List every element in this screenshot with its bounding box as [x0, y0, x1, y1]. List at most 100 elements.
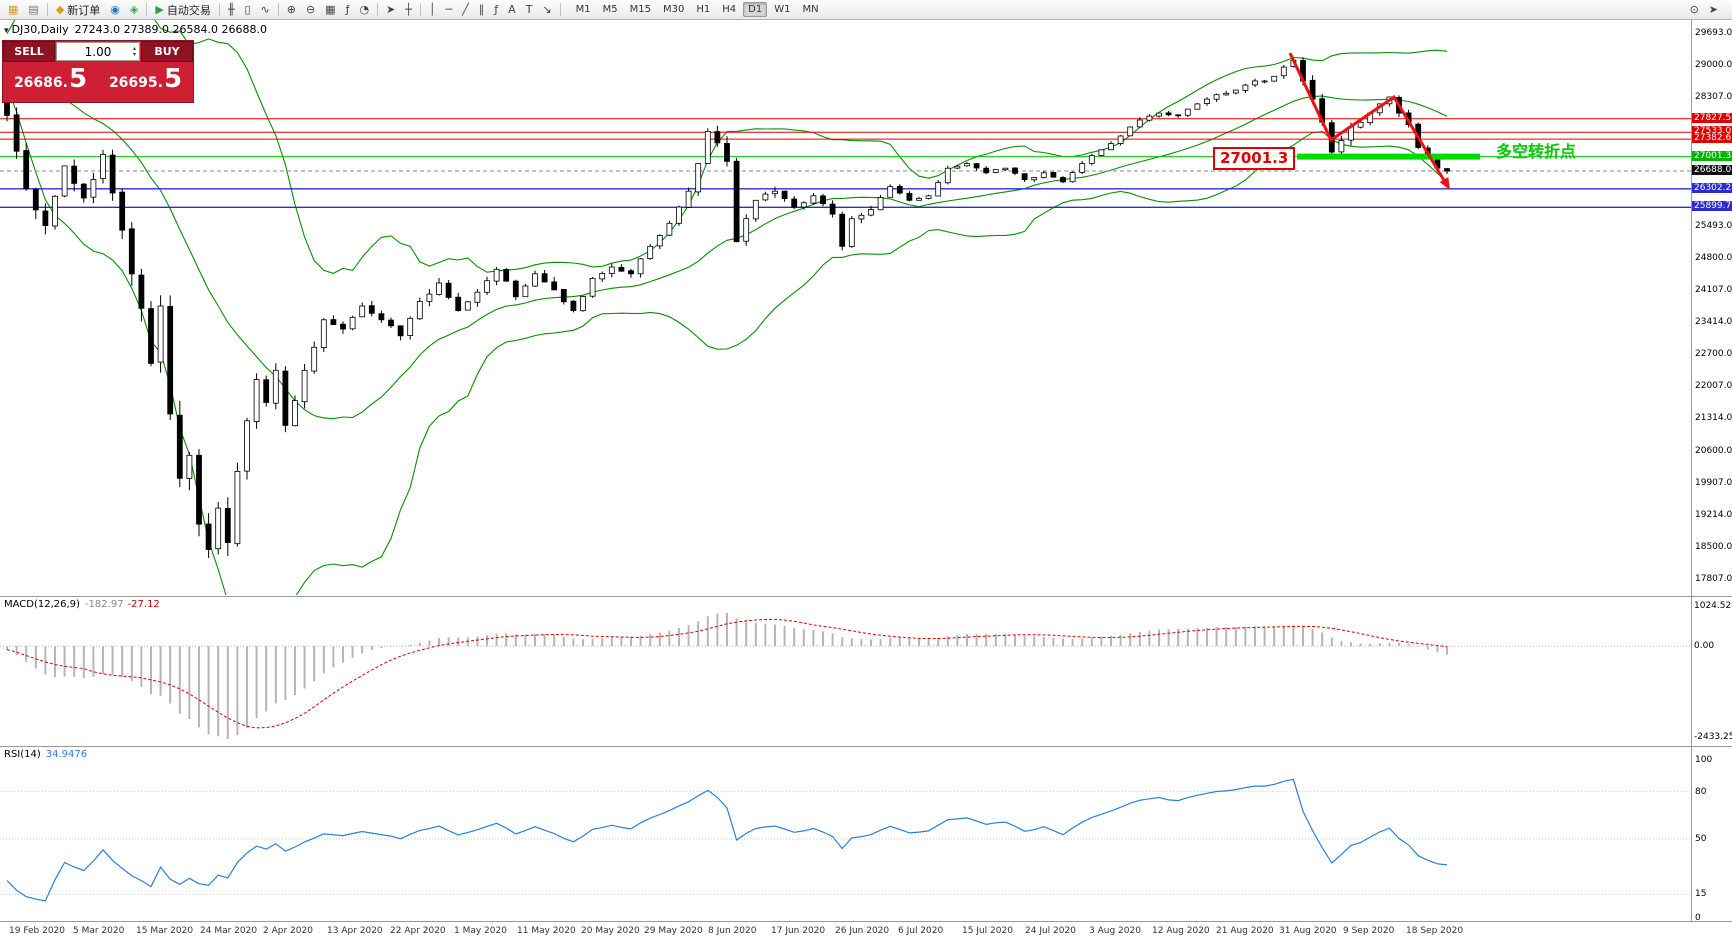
- macd-name: MACD(12,26,9): [4, 599, 80, 610]
- zoom-in-button[interactable]: ⊕: [283, 1, 300, 18]
- date-label: 3 Aug 2020: [1089, 926, 1141, 936]
- level-label-27827.5: 27827.5: [1692, 113, 1732, 123]
- buy-button[interactable]: BUY: [141, 41, 193, 62]
- trendline-tool-icon: ╱: [462, 3, 469, 16]
- date-label: 17 Jun 2020: [771, 926, 826, 936]
- buy-price[interactable]: 26695. 5: [98, 62, 193, 102]
- vertical-line-tool-icon: │: [428, 3, 436, 16]
- price-axis[interactable]: 29693.0 29000.0 28307.0 25493.0 24800.0 24107…: [1692, 20, 1732, 596]
- volume-up-button[interactable]: ▴: [132, 44, 136, 52]
- label-tool-button[interactable]: T: [522, 1, 537, 18]
- new-chart-button[interactable]: ▦: [4, 1, 22, 18]
- volume-down-button[interactable]: ▾: [132, 50, 136, 58]
- sell-button[interactable]: SELL: [3, 41, 55, 62]
- buy-price-main: 26695.: [108, 75, 163, 91]
- autotrading-button[interactable]: ▶ 自动交易: [151, 1, 214, 18]
- macd-chart: [0, 613, 1691, 739]
- level-label-27533.0: 27533.0: [1692, 126, 1732, 136]
- tile-windows-icon: ▦: [325, 3, 336, 16]
- trendline-tool-button[interactable]: ╱: [458, 1, 473, 18]
- price-tick: 24800.0: [1695, 253, 1732, 263]
- rsi-axis-label: 50: [1695, 834, 1707, 844]
- volume-value: 1.00: [84, 44, 112, 59]
- candlestick-chart-type-icon: ▯: [244, 3, 251, 16]
- date-label: 13 Apr 2020: [327, 926, 383, 936]
- price-tick: 19907.0: [1695, 478, 1732, 488]
- timeframe-button-d1[interactable]: D1: [743, 2, 768, 17]
- chart-symbol-header: ▾ DJ30,Daily 27243.0 27389.0 26584.0 26688…: [4, 23, 267, 36]
- rsi-pane[interactable]: RSI(14) 34.9476 100 80 50 15 0: [0, 747, 1732, 923]
- turning-point-note[interactable]: 多空转折点: [1496, 142, 1577, 161]
- date-label: 18 Sep 2020: [1406, 926, 1464, 936]
- date-label: 6 Jul 2020: [898, 926, 944, 936]
- timeframe-button-mn[interactable]: MN: [802, 4, 819, 15]
- date-label: 29 May 2020: [644, 926, 703, 936]
- volume-input[interactable]: 1.00 ▴ ▾: [56, 42, 140, 61]
- timeframe-button-m30[interactable]: M30: [663, 4, 685, 15]
- zoom-out-button[interactable]: ⊖: [302, 1, 319, 18]
- rsi-value: 34.9476: [45, 749, 88, 760]
- level-label-26688.0: 26688.0: [1692, 165, 1732, 175]
- quick-search-button[interactable]: ⊙: [1686, 1, 1703, 18]
- main-chart-pane[interactable]: ▾ DJ30,Daily 27243.0 27389.0 26584.0 26688…: [0, 20, 1732, 597]
- date-axis[interactable]: 19 Feb 2020 5 Mar 2020 15 Mar 2020 24 Mar 2…: [0, 922, 1732, 940]
- macd-axis-max: 1024.52: [1694, 601, 1732, 611]
- new-chart-icon: ▦: [8, 3, 19, 16]
- tile-windows-button[interactable]: ▦: [321, 1, 339, 18]
- new-order-button[interactable]: ◆ 新订单: [52, 1, 104, 18]
- date-label: 2 Apr 2020: [263, 926, 313, 936]
- trend-arrow[interactable]: [1288, 52, 1447, 183]
- market-button[interactable]: ◈: [126, 1, 142, 18]
- channel-tool-button[interactable]: ∥: [475, 1, 489, 18]
- one-click-collapse-icon[interactable]: ▾: [4, 26, 9, 36]
- fibonacci-tool-icon: ƒ: [494, 3, 499, 16]
- timeframe-button-h4[interactable]: H4: [722, 4, 737, 15]
- timeframe-button-m15[interactable]: M15: [629, 4, 651, 15]
- mql5-community-button[interactable]: ◉: [106, 1, 124, 18]
- chart-region: ▾ DJ30,Daily 27243.0 27389.0 26584.0 26688…: [0, 20, 1732, 940]
- arrows-tool-icon: ↘: [542, 3, 552, 16]
- axis-separator: [1691, 597, 1692, 746]
- timeframe-button-m5[interactable]: M5: [602, 4, 618, 15]
- timeframe-button-w1[interactable]: W1: [774, 4, 791, 15]
- sell-price[interactable]: 26686. 5: [3, 62, 98, 102]
- pointer-mode-icon: ➤: [1708, 3, 1718, 16]
- support-highlight[interactable]: [1297, 153, 1480, 160]
- date-label: 12 Aug 2020: [1152, 926, 1210, 936]
- price-tick: 17807.0: [1695, 574, 1732, 584]
- macd-main-value: -182.97: [84, 599, 124, 610]
- toolbar-separator: [146, 3, 148, 16]
- date-label: 5 Mar 2020: [73, 926, 125, 936]
- profiles-button[interactable]: ▤: [24, 1, 42, 18]
- date-label: 21 Aug 2020: [1216, 926, 1274, 936]
- fibonacci-tool-button[interactable]: ƒ: [490, 1, 502, 18]
- rsi-axis[interactable]: 100 80 50 15 0: [1692, 747, 1732, 923]
- periods-button[interactable]: ◔: [355, 1, 373, 18]
- crosshair-tool-button[interactable]: ┼: [401, 1, 416, 18]
- date-label: 11 May 2020: [517, 926, 576, 936]
- level-label-27382.6: 27382.6: [1692, 133, 1732, 143]
- toolbar-separator: [377, 3, 379, 16]
- periods-icon: ◔: [359, 3, 370, 16]
- indicators-list-icon: ƒ: [345, 3, 350, 16]
- timeframe-button-m1[interactable]: M1: [575, 4, 591, 15]
- date-label: 31 Aug 2020: [1279, 926, 1337, 936]
- vertical-line-tool-button[interactable]: │: [425, 1, 440, 18]
- zoom-out-icon: ⊖: [305, 3, 316, 16]
- indicators-list-button[interactable]: ƒ: [342, 1, 354, 18]
- macd-pane[interactable]: MACD(12,26,9) -182.97 -27.12 1024.52 0.00 …: [0, 597, 1732, 747]
- timeframe-button-h1[interactable]: H1: [696, 4, 711, 15]
- date-label: 9 Sep 2020: [1343, 926, 1395, 936]
- candlestick-chart-type-button[interactable]: ▯: [240, 1, 254, 18]
- line-chart-type-button[interactable]: ∿: [257, 1, 274, 18]
- pointer-mode-button[interactable]: ➤: [1705, 1, 1722, 18]
- arrows-tool-button[interactable]: ↘: [538, 1, 555, 18]
- horizontal-line-tool-icon: ─: [445, 3, 453, 16]
- mql5-community-icon: ◉: [110, 3, 120, 16]
- text-tool-button[interactable]: A: [504, 1, 520, 18]
- cursor-tool-button[interactable]: ➤: [382, 1, 399, 18]
- price-callout[interactable]: 27001.3: [1213, 147, 1296, 170]
- horizontal-line-tool-button[interactable]: ─: [442, 1, 457, 18]
- bar-chart-type-button[interactable]: ╫: [224, 1, 239, 18]
